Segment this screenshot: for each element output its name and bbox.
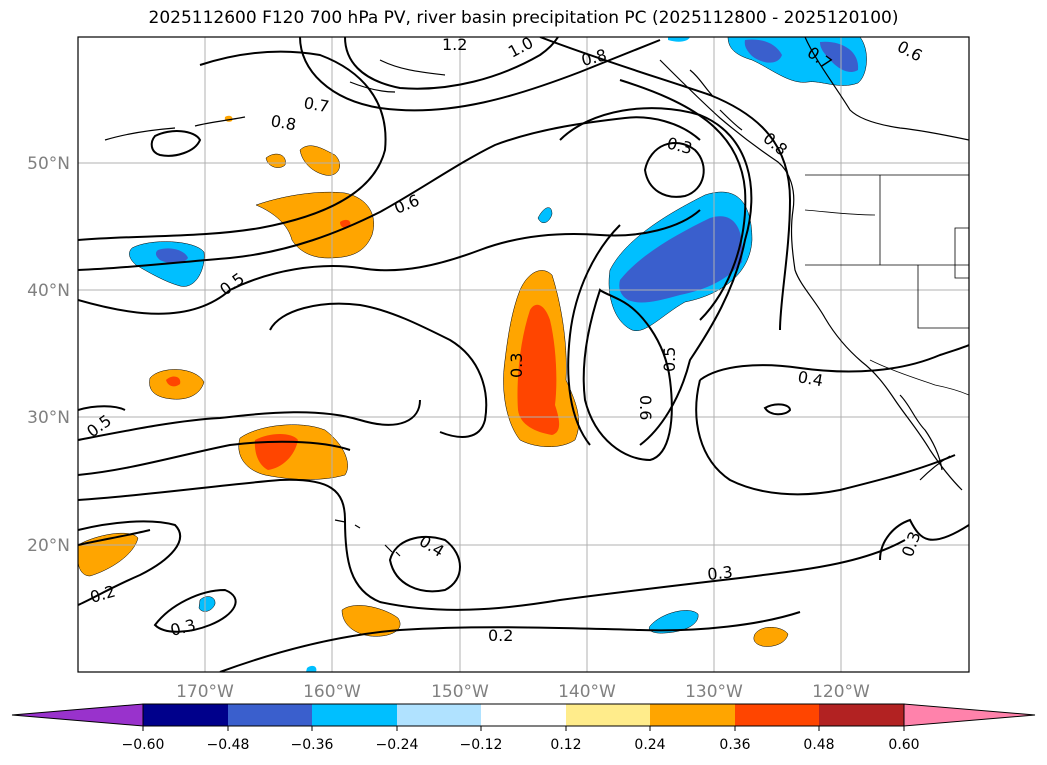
colorbar-tick: −0.24: [376, 737, 419, 753]
longitude-labels: 170°W 160°W 150°W 140°W 130°W 120°W: [176, 682, 870, 702]
pv-contours: [78, 37, 969, 672]
colorbar-tick: 0.24: [634, 737, 665, 753]
neg-anomaly-west-dark: [155, 248, 188, 264]
colorbar-tick: 0.60: [888, 737, 919, 753]
colorbar-bin: [143, 704, 228, 726]
pos-anomaly-center-red: [517, 304, 560, 435]
lon-label: 150°W: [431, 682, 489, 702]
neg-anomaly-north-dark2: [820, 41, 859, 73]
contour-label: 0.7: [302, 93, 330, 116]
colorbar-bin: [650, 704, 735, 726]
contour-label: 0.6: [894, 37, 925, 66]
colorbar-extend-high: [903, 703, 1036, 727]
contour-label: 0.3: [665, 133, 694, 158]
lat-label: 20°N: [27, 536, 70, 556]
lat-label: 40°N: [27, 281, 70, 301]
contour-label: 0.2: [488, 626, 513, 645]
colorbar-tick: −0.12: [460, 737, 503, 753]
plot-title: 2025112600 F120 700 hPa PV, river basin …: [148, 8, 899, 28]
colorbar-bin: [228, 704, 312, 726]
colorbar-extend-low: [11, 703, 144, 727]
political-borders: [804, 174, 969, 396]
contour-label: 0.8: [759, 129, 791, 160]
contour-label: 0.6: [636, 395, 655, 420]
contour-label: 0.4: [416, 531, 448, 561]
colorbar-bin: [819, 704, 904, 726]
lat-label: 30°N: [27, 408, 70, 428]
coastlines: [104, 37, 969, 557]
colorbar-tick: −0.60: [122, 737, 165, 753]
neg-anomaly-offshore-dark: [619, 216, 743, 303]
precip-shading: [78, 37, 867, 672]
colorbar-bin: [312, 704, 397, 726]
colorbar-bin: [397, 704, 481, 726]
lon-label: 120°W: [812, 682, 870, 702]
latitude-labels: 50°N 40°N 30°N 20°N: [27, 154, 70, 556]
colorbar-tick: 0.48: [803, 737, 834, 753]
lat-label: 50°N: [27, 154, 70, 174]
colorbar-tick: 0.36: [719, 737, 750, 753]
lon-label: 130°W: [685, 682, 743, 702]
contour-label: 0.3: [507, 353, 526, 378]
contour-label: 1.2: [442, 35, 467, 54]
colorbar-bin: [481, 704, 566, 726]
contour-label: 0.6: [391, 191, 422, 218]
lon-label: 160°W: [303, 682, 361, 702]
lon-label: 140°W: [558, 682, 616, 702]
colorbar-tick: −0.48: [207, 737, 250, 753]
pos-anomaly-45n-orange: [255, 191, 374, 259]
contour-label: 0.5: [216, 269, 248, 299]
contour-label: 0.5: [83, 411, 115, 441]
contour-label: 0.4: [796, 367, 824, 390]
colorbar-bin: [566, 704, 650, 726]
colorbar-bin: [735, 704, 819, 726]
map-frame: [77, 36, 970, 673]
neg-anomaly-north-dark: [744, 39, 782, 63]
contour-label: 0.3: [706, 562, 733, 584]
contour-labels: 1.2 1.0 0.8 0.7 0.8 0.6 0.5 0.5 0.3 0.8 …: [83, 33, 925, 645]
colorbar-tick: −0.36: [291, 737, 334, 753]
contour-label: 0.3: [898, 529, 925, 559]
contour-label: 0.5: [660, 347, 679, 372]
contour-label: 0.8: [579, 45, 608, 70]
contour-label: 0.3: [168, 615, 197, 640]
lon-label: 170°W: [176, 682, 234, 702]
colorbar-frame: [142, 703, 905, 727]
contour-label: 0.2: [88, 582, 118, 607]
contour-label: 0.8: [269, 111, 297, 134]
graticule: [78, 37, 969, 672]
colorbar: −0.60 −0.48 −0.36 −0.24 −0.12 0.12 0.24 …: [11, 703, 1036, 753]
colorbar-tick: 0.12: [550, 737, 581, 753]
